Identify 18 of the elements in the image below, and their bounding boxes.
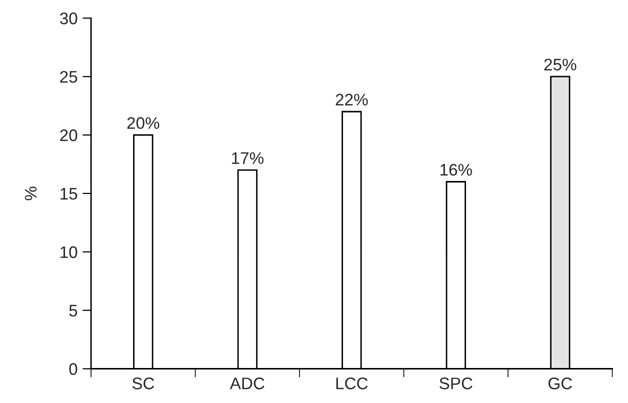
x-tick-label: SPC — [440, 378, 472, 390]
y-axis-title: % — [24, 186, 37, 200]
x-tick-label: GC — [548, 378, 572, 390]
y-tick-label: 15 — [60, 188, 78, 200]
x-tick-label: SC — [132, 378, 154, 390]
x-tick-label: LCC — [336, 378, 368, 390]
x-tick-label: ADC — [230, 378, 264, 390]
data-label: 17% — [232, 152, 264, 164]
data-label: 22% — [336, 94, 368, 106]
y-tick-label: 30 — [60, 12, 78, 24]
y-tick-label: 25 — [60, 70, 78, 83]
data-label: 16% — [440, 164, 472, 176]
y-tick-label: 5 — [69, 304, 78, 317]
data-label: 20% — [127, 117, 160, 129]
y-tick-label: 10 — [60, 246, 78, 258]
y-tick-label: 20 — [60, 129, 78, 142]
y-tick-label: 0 — [69, 363, 78, 375]
data-label: 25% — [544, 58, 576, 70]
